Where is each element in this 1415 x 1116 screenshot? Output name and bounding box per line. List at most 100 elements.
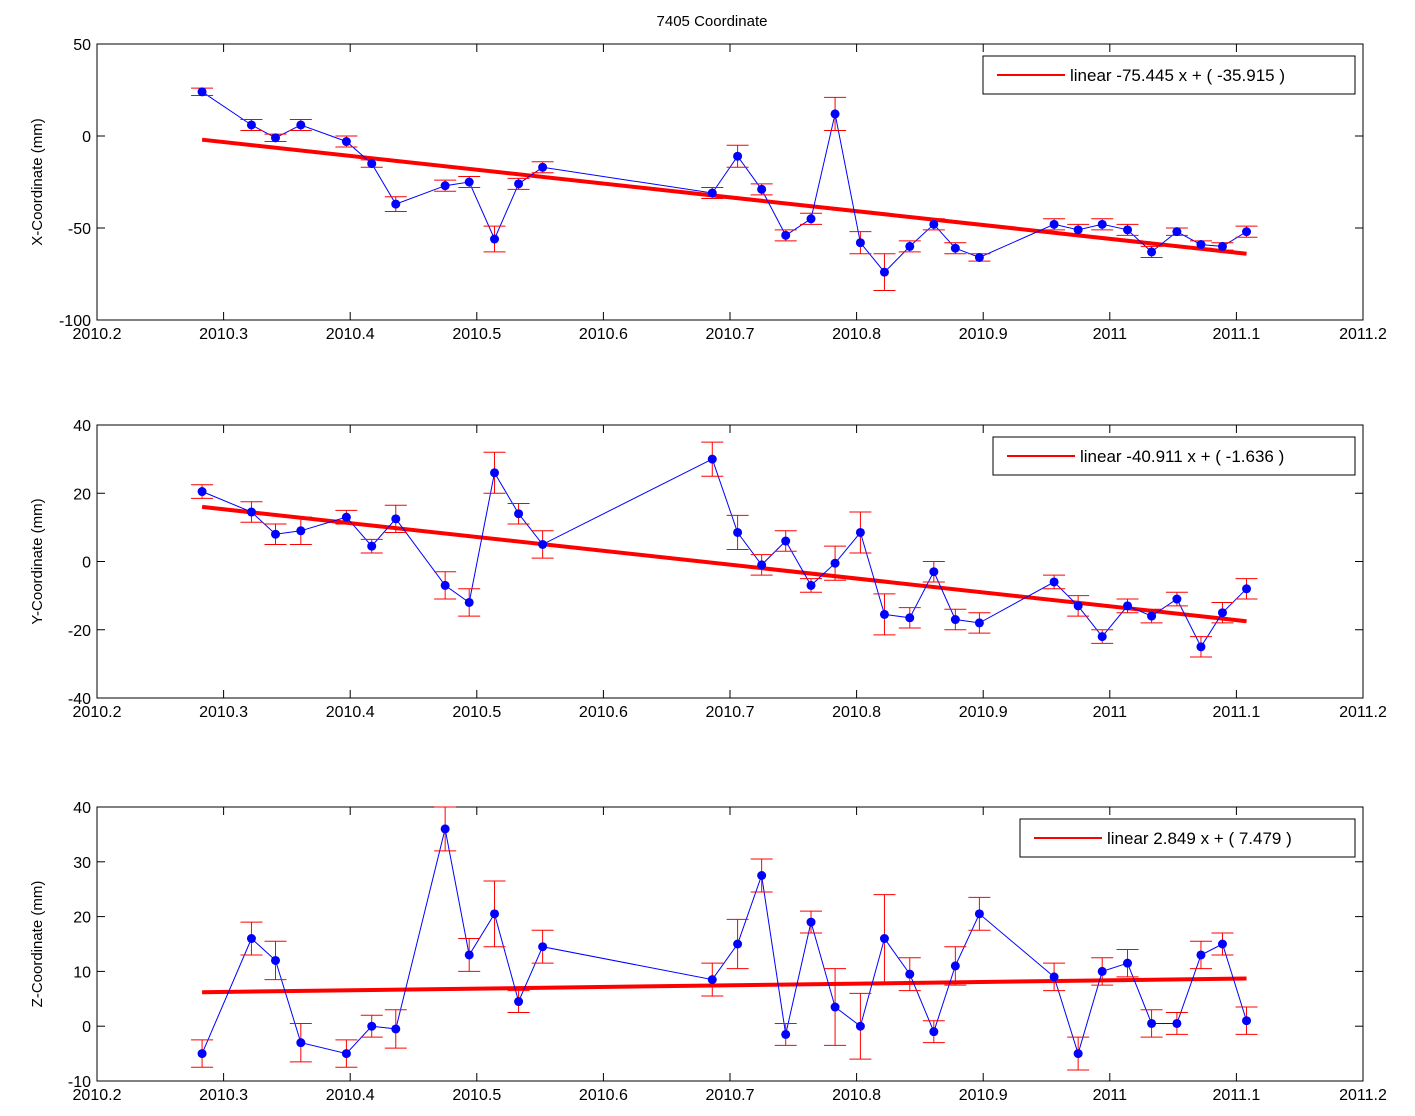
y-tick-label: 50: [73, 37, 91, 54]
x-tick-label: 2010.8: [832, 704, 881, 721]
data-point: [440, 181, 450, 191]
data-point: [707, 188, 717, 198]
data-point: [391, 199, 401, 209]
data-point: [1217, 939, 1227, 949]
x-tick-label: 2011.2: [1339, 1087, 1387, 1104]
y-tick-label: 20: [73, 910, 91, 927]
data-point: [879, 934, 889, 944]
data-point: [197, 1049, 207, 1059]
data-point: [830, 1002, 840, 1012]
data-point: [905, 241, 915, 251]
x-tick-label: 2010.5: [452, 326, 501, 343]
data-point: [806, 917, 816, 927]
data-point: [1172, 594, 1182, 604]
y-tick-label: 10: [73, 964, 91, 981]
data-point: [1073, 225, 1083, 235]
data-point: [391, 514, 401, 524]
data-point: [733, 939, 743, 949]
data-point: [757, 560, 767, 570]
y-tick-label: -100: [59, 313, 91, 330]
x-tick-label: 2011.1: [1213, 1087, 1261, 1104]
x-tick-label: 2010.4: [326, 704, 375, 721]
x-tick-label: 2010.5: [452, 704, 501, 721]
data-point: [341, 137, 351, 147]
y-tick-label: -20: [68, 623, 91, 640]
data-point: [1242, 584, 1252, 594]
legend-label: linear 2.849 x + ( 7.479 ): [1107, 829, 1292, 848]
x-tick-label: 2011: [1093, 1087, 1128, 1104]
data-point: [879, 267, 889, 277]
data-point: [197, 87, 207, 97]
x-tick-label: 2010.9: [959, 326, 1008, 343]
data-point: [440, 580, 450, 590]
y-tick-label: -40: [68, 691, 91, 708]
data-point: [246, 934, 256, 944]
x-tick-label: 2010.2: [73, 326, 122, 343]
x-tick-label: 2011: [1093, 326, 1128, 343]
data-point: [271, 955, 281, 965]
x-tick-label: 2010.2: [73, 1087, 122, 1104]
data-point: [707, 454, 717, 464]
data-point: [246, 120, 256, 130]
data-point: [905, 969, 915, 979]
data-point: [1242, 1016, 1252, 1026]
data-point: [781, 230, 791, 240]
data-point: [1196, 240, 1206, 250]
data-point: [1049, 577, 1059, 587]
data-point: [950, 243, 960, 253]
linear-fit-line: [202, 976, 1247, 995]
data-point: [296, 526, 306, 536]
x-tick-label: 2010.3: [199, 326, 248, 343]
data-point: [1123, 601, 1133, 611]
data-point: [514, 179, 524, 189]
data-point: [855, 1021, 865, 1031]
data-point: [1217, 241, 1227, 251]
x-tick-label: 2010.4: [326, 1087, 375, 1104]
data-point: [733, 151, 743, 161]
data-point: [271, 529, 281, 539]
data-point: [1123, 958, 1133, 968]
linear-fit-line: [201, 137, 1247, 256]
x-tick-label: 2010.3: [199, 704, 248, 721]
data-point: [538, 162, 548, 172]
data-point: [296, 120, 306, 130]
y-axis-label: X-Coordinate (mm): [29, 118, 46, 246]
data-point: [296, 1038, 306, 1048]
x-tick-label: 2010.3: [199, 1087, 248, 1104]
data-point: [367, 541, 377, 551]
data-point: [1196, 642, 1206, 652]
data-point: [490, 909, 500, 919]
data-point: [855, 527, 865, 537]
data-point: [950, 615, 960, 625]
y-tick-label: 0: [82, 1019, 91, 1036]
data-point: [1147, 611, 1157, 621]
data-point: [341, 1049, 351, 1059]
data-point: [538, 539, 548, 549]
x-tick-label: 2010.7: [706, 326, 755, 343]
x-tick-label: 2011.1: [1213, 704, 1261, 721]
legend: linear 2.849 x + ( 7.479 ): [1019, 818, 1356, 858]
data-point: [733, 527, 743, 537]
data-point: [950, 961, 960, 971]
y-tick-label: 0: [82, 129, 91, 146]
data-point: [197, 487, 207, 497]
chart-panel-3: 2010.2 2010.3 2010.4 2010.5 2010.6 2010.7 2010…: [29, 800, 1387, 1104]
y-axis-label: Z-Coordinate (mm): [29, 881, 46, 1008]
data-point: [781, 1029, 791, 1039]
x-tick-label: 2010.9: [959, 704, 1008, 721]
y-tick-label: 40: [73, 418, 91, 435]
y-tick-label: 40: [73, 800, 91, 817]
linear-fit-line: [201, 504, 1247, 624]
figure-title: 7405 Coordinate: [657, 13, 768, 30]
data-point: [1147, 1018, 1157, 1028]
data-point: [514, 997, 524, 1007]
x-tick-label: 2010.7: [706, 1087, 755, 1104]
data-point: [464, 950, 474, 960]
x-tick-label: 2011.1: [1213, 326, 1261, 343]
data-point: [974, 252, 984, 262]
x-tick-label: 2010.8: [832, 1087, 881, 1104]
legend: linear -40.911 x + ( -1.636 ): [992, 436, 1356, 476]
data-point: [830, 109, 840, 119]
data-point: [1097, 219, 1107, 229]
